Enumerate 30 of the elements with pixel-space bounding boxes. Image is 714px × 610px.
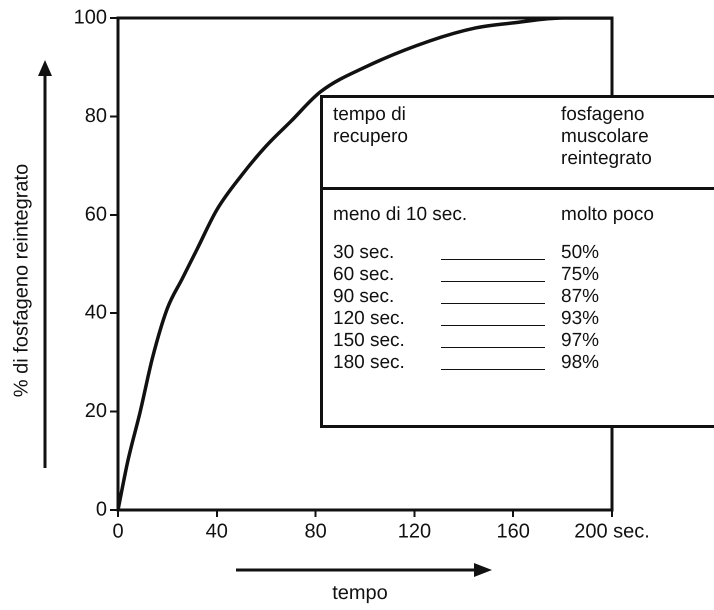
y-tick-label: 60 [84,203,107,226]
annotation: 90 sec. [333,286,396,308]
annotation: 87% [561,286,600,308]
annotation: 180 sec. [333,352,406,374]
annotation: molto poco [561,204,655,226]
annotation: 93% [561,308,600,330]
x-tick-label: 160 [496,520,530,543]
y-tick-label: 100 [74,6,107,29]
annotation: fosfageno muscolare reintegrato [561,104,653,171]
annotation: 75% [561,264,600,286]
x-tick-label: 40 [206,520,228,543]
y-axis-title: % di fosfageno reintegrato [10,163,34,397]
annotation: 60 sec. [333,264,396,286]
annotation: tempo di recupero [333,104,409,148]
x-axis-title: tempo [331,582,389,605]
y-tick-label: 80 [84,104,107,127]
annotation: 120 sec. [333,308,406,330]
annotation: 30 sec. [333,242,396,264]
annotation: 50% [561,242,600,264]
x-tick-label: 120 [398,520,432,543]
y-tick-label: 0 [96,498,107,521]
annotation: 98% [561,352,600,374]
x-tick-label: 200 sec. [574,520,650,543]
x-tick-label: 80 [304,520,327,543]
y-tick-label: 40 [84,302,107,324]
y-tick-label: 20 [84,400,107,422]
annotation: meno di 10 sec. [332,204,468,226]
annotation: 97% [561,330,600,352]
annotation: 150 sec. [333,330,406,352]
x-tick-label: 0 [112,520,124,543]
